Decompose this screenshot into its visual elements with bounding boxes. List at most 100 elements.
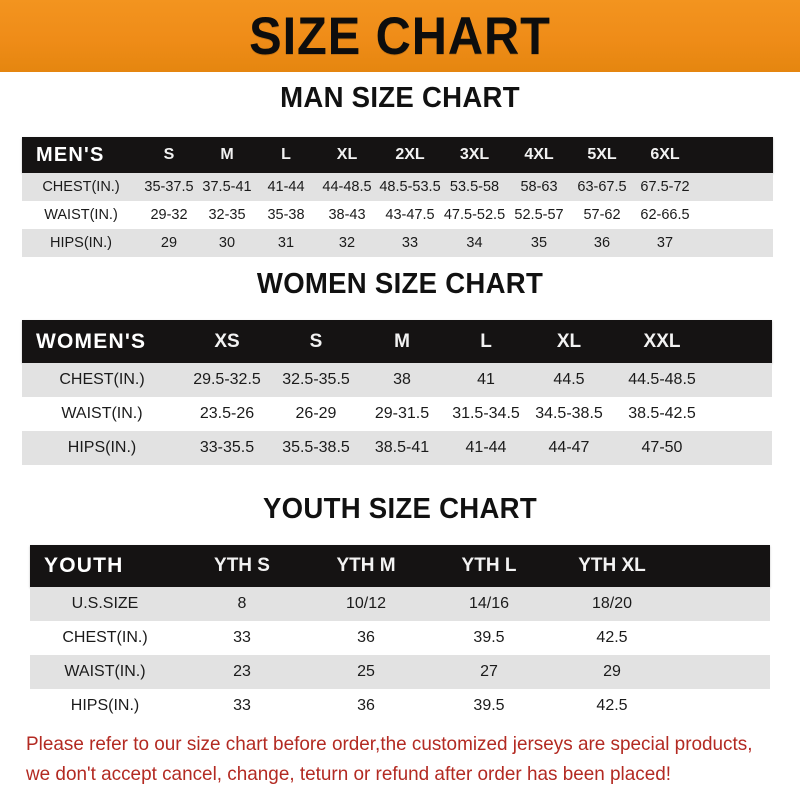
page-title: SIZE CHART — [249, 6, 551, 66]
men-chest-4xl: 58-63 — [520, 179, 558, 195]
women-waist-xl: 34.5-38.5 — [535, 405, 603, 422]
men-hips-m: 30 — [218, 235, 236, 251]
women-hips-xxl: 47-50 — [641, 439, 683, 456]
men-col-header-3xl: 3XL — [459, 146, 490, 163]
man-section-title: MAN SIZE CHART — [280, 82, 520, 114]
women-waist-s: 26-29 — [295, 405, 337, 422]
men-col-header-2xl: 2XL — [395, 146, 425, 163]
men-col-header-l: L — [281, 146, 291, 163]
women-row-label-chest: CHEST(IN.) — [59, 371, 145, 388]
men-size-table: MEN'S S M L XL 2XL 3XL 4XL 5XL 6XL CHEST… — [22, 137, 773, 257]
men-table-header-row: MEN'S S M L XL 2XL 3XL 4XL 5XL 6XL — [22, 137, 773, 173]
disclaimer-line-1: Please refer to our size chart before or… — [26, 733, 753, 755]
youth-chest-s: 33 — [233, 629, 251, 646]
men-hips-5xl: 36 — [593, 235, 611, 251]
youth-table-header-row: YOUTH YTH S YTH M YTH L YTH XL — [30, 545, 770, 587]
women-chest-m: 38 — [393, 371, 411, 388]
youth-col-header-m: YTH M — [336, 555, 396, 576]
men-hips-s: 29 — [160, 235, 178, 251]
youth-waist-xl: 29 — [603, 663, 621, 680]
women-col-header-s: S — [309, 330, 323, 352]
youth-col-header-s: YTH S — [214, 555, 270, 576]
table-row: HIPS(IN.) 33-35.5 35.5-38.5 38.5-41 41-4… — [22, 431, 772, 465]
women-col-header-l: L — [480, 330, 492, 352]
youth-ussize-m: 10/12 — [345, 595, 387, 612]
women-col-header-m: M — [394, 330, 410, 352]
men-chest-6xl: 67.5-72 — [640, 179, 690, 195]
youth-size-table: YOUTH YTH S YTH M YTH L YTH XL U.S.SIZE … — [30, 545, 770, 723]
page-banner: SIZE CHART — [0, 0, 800, 72]
men-hips-4xl: 35 — [530, 235, 548, 251]
women-size-table: WOMEN'S XS S M L XL XXL CHEST(IN.) 29.5-… — [22, 320, 772, 465]
men-waist-xl: 38-43 — [328, 207, 366, 223]
men-hips-6xl: 37 — [656, 235, 674, 251]
women-row-label-hips: HIPS(IN.) — [67, 439, 137, 456]
table-row: CHEST(IN.) 29.5-32.5 32.5-35.5 38 41 44.… — [22, 363, 772, 397]
men-corner-label: MEN'S — [36, 143, 105, 166]
youth-corner-label: YOUTH — [44, 554, 124, 577]
youth-chest-m: 36 — [357, 629, 375, 646]
men-waist-l: 35-38 — [267, 207, 305, 223]
men-row-label-hips: HIPS(IN.) — [49, 235, 113, 251]
youth-chest-xl: 42.5 — [596, 629, 628, 646]
women-hips-l: 41-44 — [465, 439, 507, 456]
men-col-header-xl: XL — [336, 146, 358, 163]
table-row: CHEST(IN.) 33 36 39.5 42.5 — [30, 621, 770, 655]
women-col-header-xxl: XXL — [643, 330, 681, 352]
youth-chest-l: 39.5 — [473, 629, 505, 646]
men-hips-2xl: 33 — [401, 235, 419, 251]
men-chest-xl: 44-48.5 — [322, 179, 372, 195]
men-chest-5xl: 63-67.5 — [577, 179, 627, 195]
youth-col-header-l: YTH L — [461, 555, 517, 576]
women-hips-m: 38.5-41 — [374, 439, 430, 456]
table-row: CHEST(IN.) 35-37.5 37.5-41 41-44 44-48.5… — [22, 173, 773, 201]
women-chest-xxl: 44.5-48.5 — [628, 371, 696, 388]
men-col-header-5xl: 5XL — [587, 146, 617, 163]
youth-waist-l: 27 — [480, 663, 498, 680]
men-hips-l: 31 — [277, 235, 295, 251]
women-chest-xs: 29.5-32.5 — [193, 371, 261, 388]
women-corner-label: WOMEN'S — [36, 329, 147, 353]
women-waist-xs: 23.5-26 — [199, 405, 255, 422]
women-chest-s: 32.5-35.5 — [282, 371, 350, 388]
men-chest-m: 37.5-41 — [202, 179, 252, 195]
table-row: U.S.SIZE 8 10/12 14/16 18/20 — [30, 587, 770, 621]
youth-col-header-xl: YTH XL — [578, 555, 646, 576]
men-col-header-s: S — [163, 146, 175, 163]
table-row: HIPS(IN.) 33 36 39.5 42.5 — [30, 689, 770, 723]
youth-hips-m: 36 — [357, 697, 375, 714]
men-waist-4xl: 52.5-57 — [514, 207, 564, 223]
youth-waist-m: 25 — [357, 663, 375, 680]
youth-row-label-ussize: U.S.SIZE — [71, 595, 139, 612]
youth-row-label-waist: WAIST(IN.) — [64, 663, 146, 680]
women-table-header-row: WOMEN'S XS S M L XL XXL — [22, 320, 772, 363]
youth-hips-xl: 42.5 — [596, 697, 628, 714]
men-waist-5xl: 57-62 — [583, 207, 621, 223]
women-col-header-xl: XL — [556, 330, 582, 352]
men-col-header-4xl: 4XL — [524, 146, 554, 163]
table-row: WAIST(IN.) 29-32 32-35 35-38 38-43 43-47… — [22, 201, 773, 229]
table-row: WAIST(IN.) 23 25 27 29 — [30, 655, 770, 689]
women-section-title: WOMEN SIZE CHART — [256, 268, 544, 300]
youth-section-title: YOUTH SIZE CHART — [263, 493, 537, 525]
table-row: HIPS(IN.) 29 30 31 32 33 34 35 36 37 — [22, 229, 773, 257]
women-waist-xxl: 38.5-42.5 — [628, 405, 696, 422]
men-waist-s: 29-32 — [150, 207, 188, 223]
disclaimer-line-2: we don't accept cancel, change, teturn o… — [26, 763, 672, 785]
men-col-header-m: M — [220, 146, 234, 163]
youth-hips-s: 33 — [233, 697, 251, 714]
men-hips-3xl: 34 — [466, 235, 483, 251]
men-waist-6xl: 62-66.5 — [640, 207, 690, 223]
youth-row-label-hips: HIPS(IN.) — [70, 697, 140, 714]
youth-hips-l: 39.5 — [473, 697, 505, 714]
men-row-label-chest: CHEST(IN.) — [42, 179, 120, 195]
men-waist-2xl: 43-47.5 — [385, 207, 435, 223]
women-hips-xl: 44-47 — [548, 439, 590, 456]
men-chest-2xl: 48.5-53.5 — [379, 179, 441, 195]
women-waist-l: 31.5-34.5 — [452, 405, 520, 422]
women-hips-s: 35.5-38.5 — [282, 439, 350, 456]
youth-waist-s: 23 — [233, 663, 251, 680]
youth-row-label-chest: CHEST(IN.) — [62, 629, 148, 646]
men-hips-xl: 32 — [338, 235, 356, 251]
women-hips-xs: 33-35.5 — [199, 439, 255, 456]
